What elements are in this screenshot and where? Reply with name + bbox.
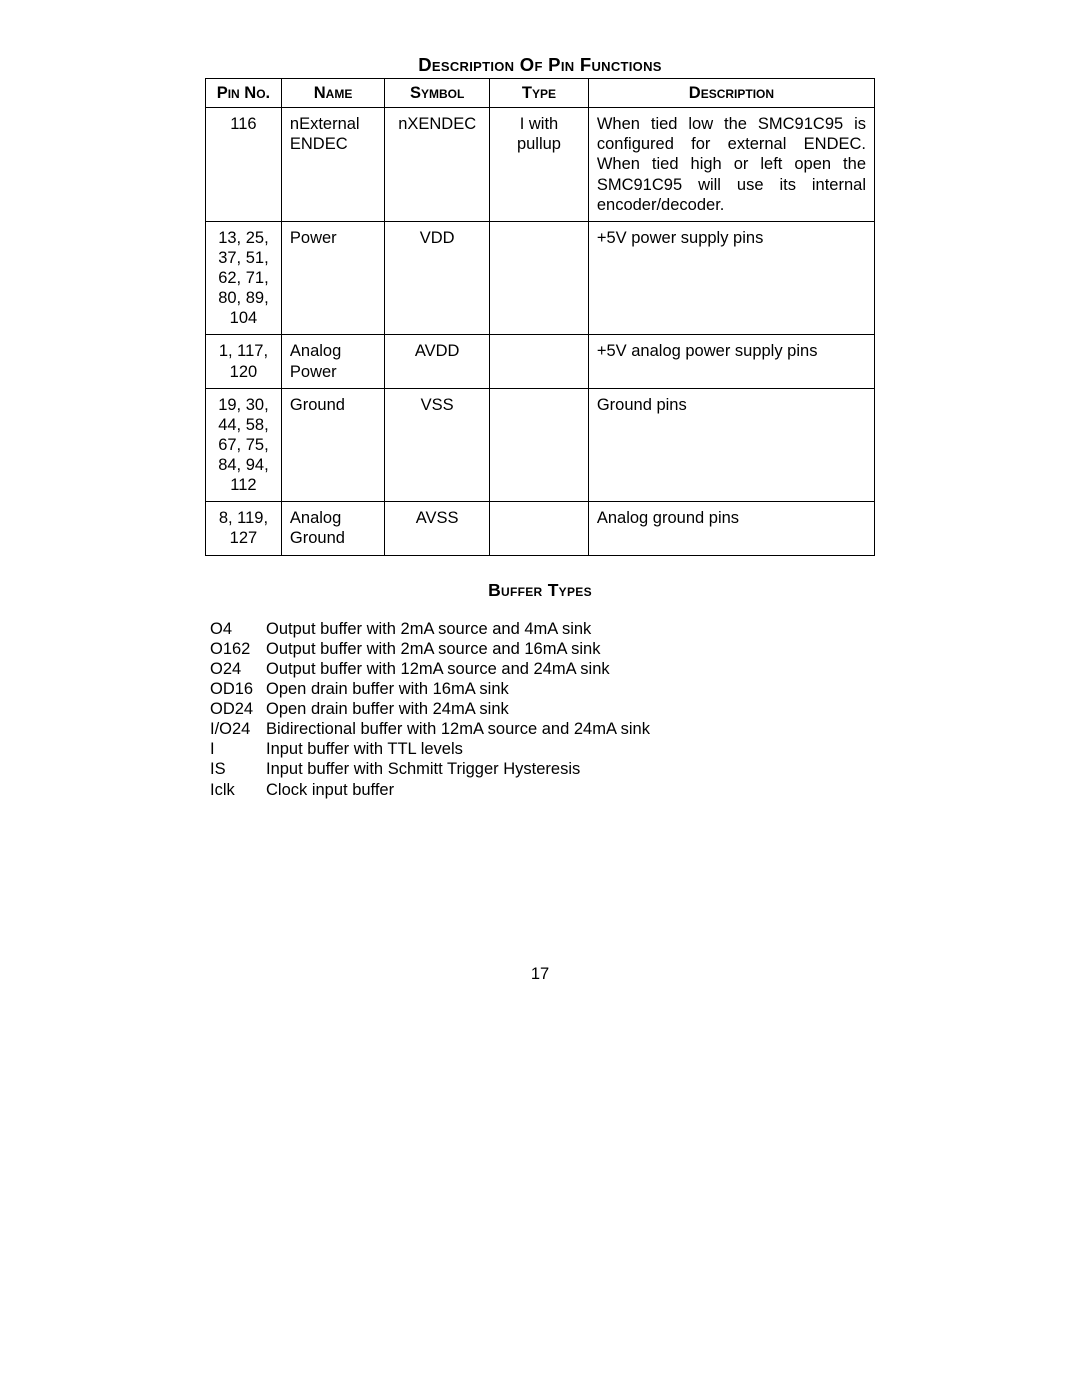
buffer-code: OD24 xyxy=(210,699,266,719)
buffer-code: Iclk xyxy=(210,780,266,800)
list-item: OD24 Open drain buffer with 24mA sink xyxy=(210,699,870,719)
buffer-code: O4 xyxy=(210,619,266,639)
page-number: 17 xyxy=(0,965,1080,984)
buffer-description: Output buffer with 2mA source and 16mA s… xyxy=(266,639,870,659)
buffer-code: IS xyxy=(210,759,266,779)
column-header-name: Name xyxy=(281,79,384,108)
buffer-types-title: Buffer Types xyxy=(160,580,920,601)
cell-description: +5V analog power supply pins xyxy=(588,335,874,388)
list-item: O24 Output buffer with 12mA source and 2… xyxy=(210,659,870,679)
cell-type xyxy=(490,221,589,335)
table-row: 116 nExternal ENDEC nXENDEC I with pullu… xyxy=(206,108,875,222)
cell-type: I with pullup xyxy=(490,108,589,222)
buffer-code: I xyxy=(210,739,266,759)
buffer-description: Open drain buffer with 16mA sink xyxy=(266,679,870,699)
buffer-description: Output buffer with 12mA source and 24mA … xyxy=(266,659,870,679)
buffer-description: Bidirectional buffer with 12mA source an… xyxy=(266,719,870,739)
buffer-types-list: O4 Output buffer with 2mA source and 4mA… xyxy=(210,619,870,800)
column-header-symbol: Symbol xyxy=(385,79,490,108)
list-item: O4 Output buffer with 2mA source and 4mA… xyxy=(210,619,870,639)
table-row: 19, 30, 44, 58, 67, 75, 84, 94, 112 Grou… xyxy=(206,388,875,502)
cell-symbol: nXENDEC xyxy=(385,108,490,222)
cell-description: When tied low the SMC91C95 is configured… xyxy=(588,108,874,222)
cell-pin-no: 8, 119, 127 xyxy=(206,502,282,555)
buffer-code: O24 xyxy=(210,659,266,679)
cell-pin-no: 116 xyxy=(206,108,282,222)
cell-pin-no: 13, 25, 37, 51, 62, 71, 80, 89, 104 xyxy=(206,221,282,335)
buffer-description: Clock input buffer xyxy=(266,780,870,800)
cell-symbol: VDD xyxy=(385,221,490,335)
table-row: 1, 117, 120 Analog Power AVDD +5V analog… xyxy=(206,335,875,388)
list-item: IS Input buffer with Schmitt Trigger Hys… xyxy=(210,759,870,779)
buffer-description: Open drain buffer with 24mA sink xyxy=(266,699,870,719)
buffer-description: Input buffer with Schmitt Trigger Hyster… xyxy=(266,759,870,779)
buffer-description: Input buffer with TTL levels xyxy=(266,739,870,759)
column-header-pin-no: Pin No. xyxy=(206,79,282,108)
cell-description: Ground pins xyxy=(588,388,874,502)
cell-name: Analog Power xyxy=(281,335,384,388)
cell-description: +5V power supply pins xyxy=(588,221,874,335)
pin-functions-table: Pin No. Name Symbol Type Description 116… xyxy=(205,78,875,556)
pin-table-title: Description Of Pin Functions xyxy=(160,54,920,76)
cell-pin-no: 19, 30, 44, 58, 67, 75, 84, 94, 112 xyxy=(206,388,282,502)
cell-name: Power xyxy=(281,221,384,335)
list-item: O162 Output buffer with 2mA source and 1… xyxy=(210,639,870,659)
list-item: I Input buffer with TTL levels xyxy=(210,739,870,759)
cell-description: Analog ground pins xyxy=(588,502,874,555)
cell-pin-no: 1, 117, 120 xyxy=(206,335,282,388)
table-header-row: Pin No. Name Symbol Type Description xyxy=(206,79,875,108)
cell-name: Analog Ground xyxy=(281,502,384,555)
cell-name: nExternal ENDEC xyxy=(281,108,384,222)
cell-name: Ground xyxy=(281,388,384,502)
buffer-code: OD16 xyxy=(210,679,266,699)
cell-symbol: VSS xyxy=(385,388,490,502)
column-header-type: Type xyxy=(490,79,589,108)
cell-type xyxy=(490,388,589,502)
list-item: I/O24 Bidirectional buffer with 12mA sou… xyxy=(210,719,870,739)
cell-symbol: AVDD xyxy=(385,335,490,388)
page: Description Of Pin Functions Pin No. Nam… xyxy=(0,0,1080,1397)
buffer-description: Output buffer with 2mA source and 4mA si… xyxy=(266,619,870,639)
cell-symbol: AVSS xyxy=(385,502,490,555)
list-item: OD16 Open drain buffer with 16mA sink xyxy=(210,679,870,699)
column-header-description: Description xyxy=(588,79,874,108)
table-row: 13, 25, 37, 51, 62, 71, 80, 89, 104 Powe… xyxy=(206,221,875,335)
list-item: Iclk Clock input buffer xyxy=(210,780,870,800)
buffer-code: O162 xyxy=(210,639,266,659)
table-row: 8, 119, 127 Analog Ground AVSS Analog gr… xyxy=(206,502,875,555)
buffer-code: I/O24 xyxy=(210,719,266,739)
cell-type xyxy=(490,502,589,555)
cell-type xyxy=(490,335,589,388)
